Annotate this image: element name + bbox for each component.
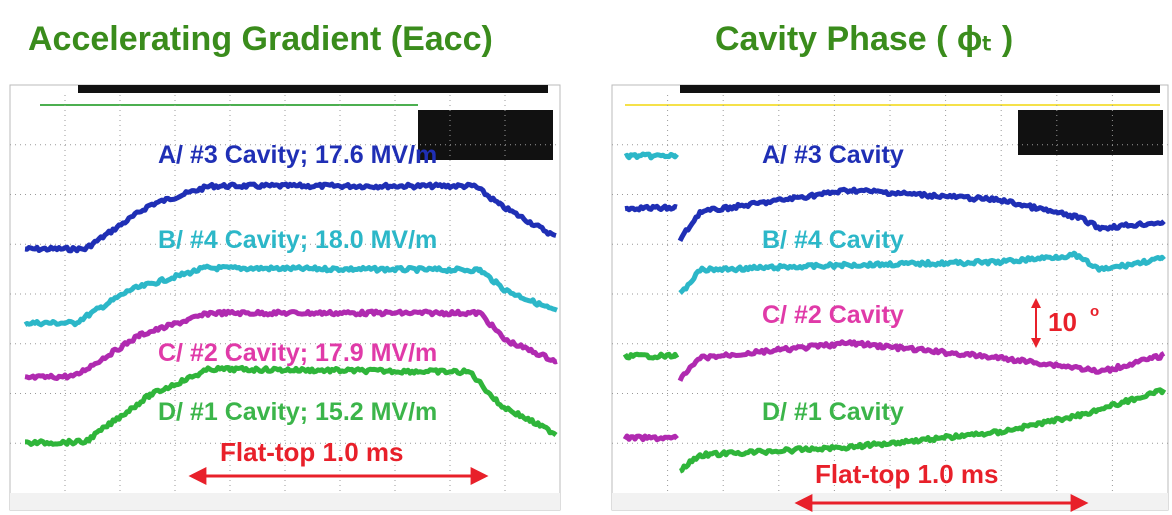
trace-label: B/ #4 Cavity; 18.0 MV/m	[158, 226, 437, 254]
trace-label: A/ #3 Cavity; 17.6 MV/m	[158, 141, 437, 169]
left-title: Accelerating Gradient (Eacc)	[28, 20, 493, 58]
trace-label: D/ #1 Cavity	[762, 398, 904, 426]
trace	[625, 154, 677, 158]
trace	[625, 436, 677, 440]
trace-label: B/ #4 Cavity	[762, 226, 904, 254]
scale-label: 10	[1048, 307, 1077, 337]
trace-label: C/ #2 Cavity; 17.9 MV/m	[158, 339, 437, 367]
right-title: Cavity Phase ( ϕₜ )	[715, 20, 1013, 58]
figure: Accelerating Gradient (Eacc) Cavity Phas…	[0, 0, 1172, 515]
annotation: Flat-top 1.0 ms	[220, 437, 403, 467]
trace-label: A/ #3 Cavity	[762, 141, 904, 169]
trace	[625, 206, 677, 210]
trace-label: D/ #1 Cavity; 15.2 MV/m	[158, 398, 437, 426]
scale-unit: o	[1090, 303, 1099, 320]
trace-label: C/ #2 Cavity	[762, 301, 904, 329]
annotation: Flat-top 1.0 ms	[815, 459, 998, 489]
